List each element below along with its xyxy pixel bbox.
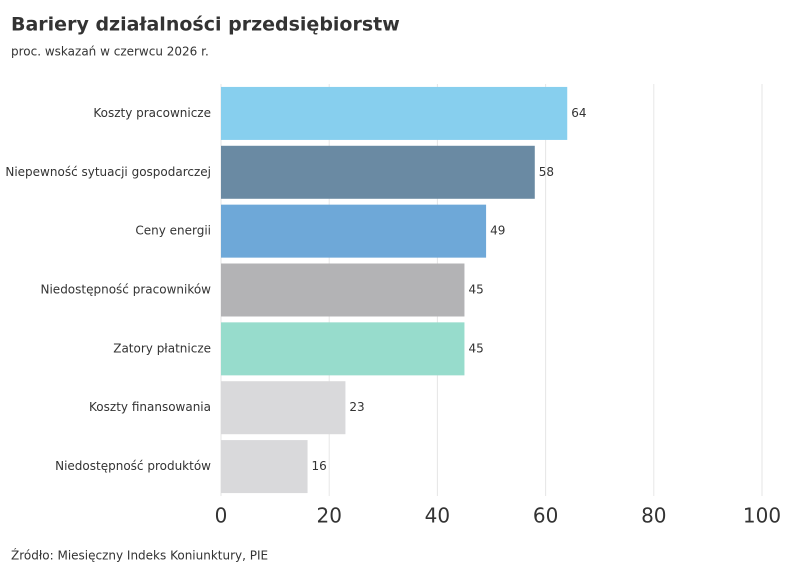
bar <box>221 145 535 199</box>
chart-title: Bariery działalności przedsiębiorstw <box>11 14 400 36</box>
value-label: 45 <box>468 283 483 297</box>
x-tick-label: 20 <box>316 504 341 528</box>
x-tick-label: 0 <box>215 504 228 528</box>
value-label: 49 <box>490 224 505 238</box>
y-tick-label: Ceny energii <box>135 224 211 238</box>
value-label: 23 <box>349 400 364 414</box>
y-tick-label: Koszty pracownicze <box>93 106 211 120</box>
chart-subtitle: proc. wskazań w czerwcu 2026 r. <box>11 45 209 59</box>
value-label: 45 <box>468 341 483 355</box>
bar <box>221 381 346 435</box>
bar <box>221 440 308 494</box>
value-label: 64 <box>571 106 586 120</box>
bar <box>221 204 487 258</box>
y-tick-label: Niedostępność pracowników <box>41 283 212 297</box>
x-tick-label: 100 <box>743 504 781 528</box>
source: Źródło: Miesięczny Indeks Koniunktury, P… <box>11 548 268 563</box>
value-label: 58 <box>539 165 554 179</box>
x-tick-label: 80 <box>641 504 666 528</box>
bar <box>221 263 465 317</box>
y-tick-label: Zatory płatnicze <box>113 341 211 355</box>
y-tick-label: Niepewność sytuacji gospodarczej <box>5 165 211 179</box>
bar <box>221 322 465 376</box>
x-tick-label: 60 <box>533 504 558 528</box>
y-tick-label: Niedostępność produktów <box>55 459 211 473</box>
y-tick-label: Koszty finansowania <box>89 400 211 414</box>
value-label: 16 <box>312 459 327 473</box>
bar <box>221 86 568 140</box>
x-tick-label: 40 <box>425 504 450 528</box>
